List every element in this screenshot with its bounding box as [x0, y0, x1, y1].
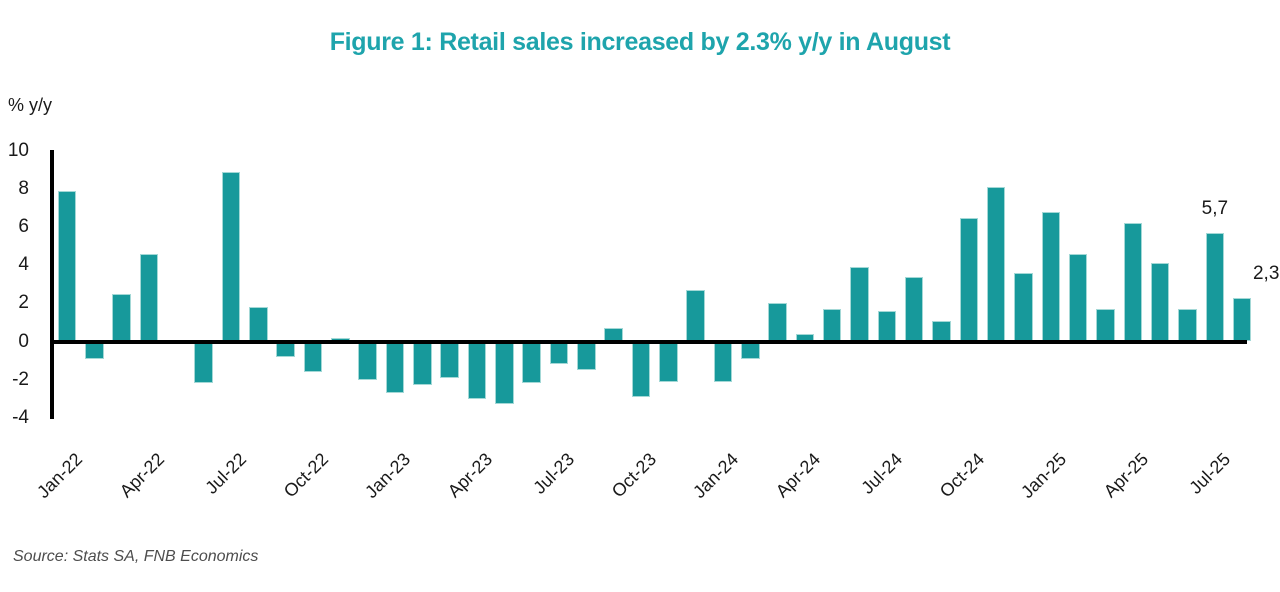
bar-Apr-23	[467, 341, 487, 399]
bar-May-23	[495, 341, 514, 405]
bar-Jun-24	[850, 267, 869, 342]
bar-Mar-25	[1096, 309, 1115, 342]
x-tick-label: Jul-25	[1185, 449, 1235, 498]
y-tick-label: 8	[18, 178, 29, 200]
x-tick-label: Apr-22	[115, 449, 169, 502]
y-tick-label: 0	[18, 330, 29, 352]
x-axis-zero-line	[50, 339, 1247, 344]
y-axis-line	[50, 150, 54, 419]
bar-Feb-23	[413, 341, 432, 386]
x-tick-label: Jul-24	[857, 449, 907, 498]
bar-Jan-23	[385, 341, 405, 393]
bar-Aug-24	[904, 276, 924, 342]
bar-Jun-23	[522, 341, 541, 384]
bar-Oct-22	[303, 341, 323, 372]
x-tick-label: Oct-23	[607, 449, 661, 502]
bar-Jul-24	[877, 311, 897, 342]
bar-Feb-22	[85, 341, 104, 359]
y-tick-label: 10	[7, 140, 29, 161]
y-tick-label: -2	[12, 368, 29, 390]
bar-Oct-23	[631, 341, 651, 397]
bar-Jan-25	[1041, 211, 1061, 342]
x-tick-label: Apr-24	[771, 449, 825, 502]
bar-Apr-25	[1123, 223, 1143, 342]
y-tick-label: -4	[12, 406, 29, 428]
x-tick-label: Jan-24	[688, 449, 743, 503]
figure-title: Figure 1: Retail sales increased by 2.3%…	[329, 28, 951, 56]
x-tick-label: Apr-23	[443, 449, 497, 502]
bar-value-label: 5,7	[1201, 197, 1229, 219]
bar-Dec-24	[1014, 272, 1033, 342]
bar-Oct-24	[959, 217, 979, 342]
x-tick-label: Jan-22	[33, 449, 87, 503]
y-tick-label: 2	[18, 292, 29, 314]
bar-Jun-22	[194, 341, 213, 384]
bar-Sep-24	[932, 320, 951, 342]
bar-Jan-22	[57, 191, 77, 342]
bar-Jul-23	[549, 341, 569, 365]
bar-Dec-22	[358, 341, 377, 380]
bar-Dec-23	[686, 290, 705, 342]
bar-Mar-24	[768, 303, 787, 342]
bar-Feb-24	[741, 341, 760, 359]
x-tick-label: Jul-22	[201, 449, 251, 498]
bar-Sep-22	[276, 341, 295, 357]
x-tick-label: Oct-24	[935, 449, 989, 502]
bar-Aug-25	[1232, 297, 1252, 342]
y-tick-label: 4	[18, 254, 29, 276]
bar-value-label: 2,3	[1252, 262, 1280, 284]
x-tick-label: Jul-23	[529, 449, 579, 498]
x-tick-label: Oct-22	[279, 449, 333, 502]
bar-Jul-22	[221, 171, 241, 342]
bar-Aug-23	[577, 341, 596, 371]
bar-Mar-22	[112, 293, 131, 342]
bar-Jun-25	[1178, 309, 1197, 342]
bar-Apr-22	[139, 253, 159, 342]
bar-Jul-25	[1205, 232, 1225, 342]
bar-Nov-23	[659, 341, 678, 382]
bar-May-24	[822, 309, 842, 342]
x-tick-label: Jan-25	[1016, 449, 1071, 503]
bar-May-25	[1150, 263, 1170, 342]
y-tick-label: 6	[18, 216, 29, 238]
source-note: Source: Stats SA, FNB Economics	[13, 548, 259, 565]
bar-Jan-24	[713, 341, 733, 382]
x-tick-label: Apr-25	[1099, 449, 1153, 502]
bar-Feb-25	[1068, 253, 1088, 342]
bar-Mar-23	[440, 341, 459, 378]
y-axis-unit-label: % y/y	[8, 95, 53, 115]
bar-Aug-22	[249, 307, 268, 342]
bar-Nov-24	[986, 187, 1006, 342]
x-tick-label: Jan-23	[361, 449, 415, 503]
